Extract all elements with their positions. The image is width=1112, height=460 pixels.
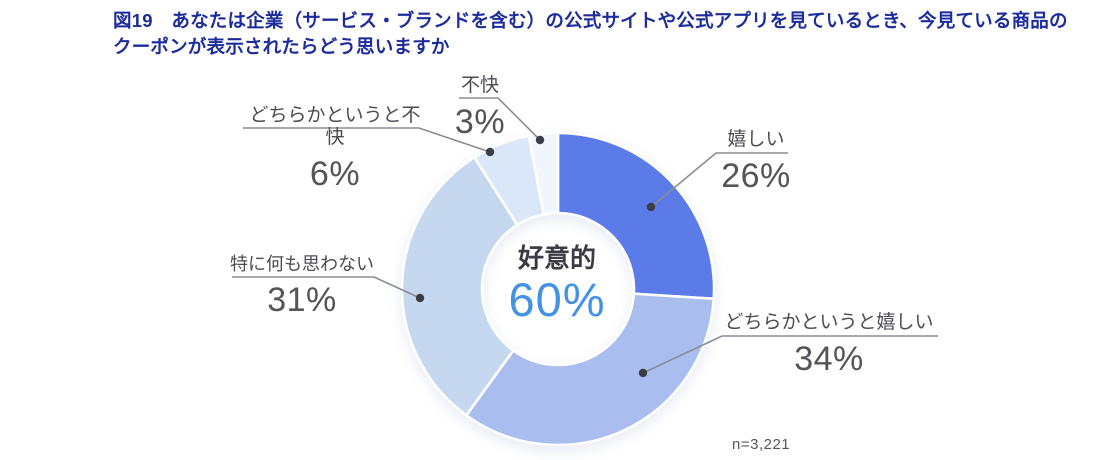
slice-name: 嬉しい — [727, 129, 785, 150]
slice-label-happy: 嬉しい 26% — [708, 129, 804, 194]
leader-line — [650, 152, 788, 208]
pie-slice — [400, 156, 519, 417]
slice-name: どちらかというと不快 — [249, 105, 421, 148]
slice-label-unpleasant: 不快 3% — [428, 75, 532, 140]
pie-slice — [527, 131, 560, 216]
leader-line — [459, 97, 541, 141]
leader-line — [642, 335, 938, 374]
slice-name: どちらかというと嬉しい — [724, 312, 934, 333]
leader-dot — [535, 135, 545, 145]
sample-size-note: n=3,221 — [732, 436, 791, 453]
figure-title: 図19 あなたは企業（サービス・ブランドを含む）の公式サイトや公式アプリを見てい… — [113, 8, 1103, 60]
slice-label-somewhat-happy: どちらかというと嬉しい 34% — [718, 312, 940, 377]
leader-line — [243, 127, 491, 153]
slice-label-neutral: 特に何も思わない 31% — [227, 253, 377, 318]
donut-center-label: 好意的 60% — [447, 243, 667, 325]
slice-percentage: 6% — [309, 155, 361, 193]
figure-title-line1: 図19 あなたは企業（サービス・ブランドを含む）の公式サイトや公式アプリを見てい… — [113, 10, 1068, 31]
leader-line — [232, 276, 421, 299]
figure-title-line2: クーポンが表示されたらどう思いますか — [113, 36, 450, 57]
slice-label-somewhat-unpleasant: どちらかというと不快 6% — [242, 105, 428, 192]
slice-percentage: 26% — [721, 157, 791, 195]
slice-percentage: 3% — [454, 103, 506, 141]
center-text: 好意的 — [517, 243, 596, 273]
center-value: 60% — [508, 273, 606, 326]
leader-dot — [638, 368, 648, 378]
slice-name: 特に何も思わない — [230, 254, 374, 274]
leader-dot — [415, 293, 425, 303]
leader-dot — [485, 147, 495, 157]
slice-name: 不快 — [460, 75, 499, 96]
leader-dot — [646, 202, 656, 212]
pie-slice — [556, 131, 716, 301]
pie-slice — [465, 292, 715, 447]
slice-percentage: 34% — [794, 340, 864, 378]
slice-percentage: 31% — [267, 281, 337, 319]
leader-lines — [232, 97, 938, 378]
donut-slices — [400, 131, 716, 447]
